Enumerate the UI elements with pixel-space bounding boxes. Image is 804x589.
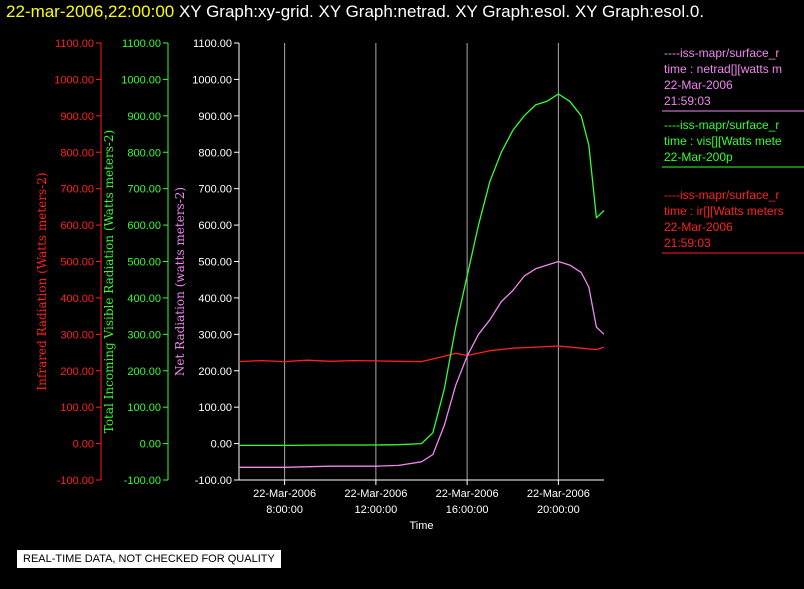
y-tick-label-vis-2: 100.00 [127, 402, 161, 414]
y-tick-label-netrad-12: 1100.00 [193, 38, 232, 50]
quality-disclaimer: REAL-TIME DATA, NOT CHECKED FOR QUALITY [17, 550, 281, 568]
series-line-vis [239, 93, 605, 447]
y-tick-label-vis-1: 0.00 [140, 439, 161, 451]
y-tick-label-netrad-9: 800.00 [198, 147, 232, 159]
y-tick-label-netrad-8: 700.00 [198, 184, 232, 196]
legend-netrad-line-1: time : netrad[][watts m [664, 62, 782, 76]
x-tick-time-0: 8:00:00 [266, 504, 303, 516]
legend-netrad-line-2: 22-Mar-2006 [664, 78, 733, 92]
y-tick-label-netrad-0: -100.00 [195, 475, 232, 487]
y-tick-label-netrad-11: 1000.00 [192, 74, 232, 86]
y-tick-label-netrad-6: 500.00 [198, 257, 232, 269]
y-tick-label-vis-11: 1000.00 [121, 74, 161, 86]
series-line-netrad [239, 260, 605, 468]
y-tick-label-vis-6: 500.00 [127, 257, 161, 269]
x-tick-date-0: 22-Mar-2006 [253, 488, 316, 500]
title-graph-list: XY Graph:xy-grid. XY Graph:netrad. XY Gr… [178, 2, 705, 21]
legend-ir-line-2: 22-Mar-2006 [664, 220, 733, 234]
y-tick-label-ir-6: 500.00 [60, 257, 94, 269]
y-tick-label-vis-8: 700.00 [127, 184, 161, 196]
y-tick-label-ir-3: 200.00 [60, 366, 94, 378]
x-tick-time-1: 12:00:00 [354, 504, 397, 516]
x-tick-time-3: 20:00:00 [537, 504, 580, 516]
legend-ir-line-1: time : ir[][Watts meters [664, 204, 784, 218]
y-tick-label-ir-4: 300.00 [60, 329, 94, 341]
legend-ir-line-3: 21:59:03 [664, 236, 711, 250]
legend-ir-line-0: ----iss-mapr/surface_r [664, 188, 779, 202]
legend-vis-line-2: 22-Mar-200p [664, 150, 733, 164]
y-axis-label-vis: Total Incoming Visible Radiation (Watts … [102, 130, 116, 434]
y-tick-label-netrad-2: 100.00 [198, 402, 232, 414]
y-tick-label-netrad-1: 0.00 [211, 439, 232, 451]
y-tick-label-vis-0: -100.00 [124, 475, 161, 487]
y-tick-label-netrad-10: 900.00 [198, 111, 232, 123]
y-tick-label-netrad-3: 200.00 [198, 366, 232, 378]
y-tick-label-vis-9: 800.00 [127, 147, 161, 159]
legend-netrad-line-0: ----iss-mapr/surface_r [664, 46, 779, 60]
y-tick-label-ir-12: 1100.00 [55, 38, 94, 50]
y-tick-label-netrad-5: 400.00 [198, 293, 232, 305]
y-tick-label-vis-12: 1100.00 [122, 38, 161, 50]
x-tick-date-3: 22-Mar-2006 [527, 488, 590, 500]
y-tick-label-ir-2: 100.00 [60, 402, 94, 414]
y-tick-label-vis-7: 600.00 [127, 220, 161, 232]
y-tick-label-ir-7: 600.00 [60, 220, 94, 232]
y-tick-label-ir-5: 400.00 [60, 293, 94, 305]
y-tick-label-ir-10: 900.00 [60, 111, 94, 123]
y-axis-label-netrad: Net Radiation (watts meters-2) [173, 187, 187, 376]
y-tick-label-ir-9: 800.00 [60, 147, 94, 159]
x-axis-label: Time [409, 520, 433, 532]
legend-netrad-line-3: 21:59:03 [664, 94, 711, 108]
y-tick-label-netrad-7: 600.00 [198, 220, 232, 232]
legend-vis-line-1: time : vis[][Watts mete [664, 134, 782, 148]
y-tick-label-netrad-4: 300.00 [198, 329, 232, 341]
x-tick-date-2: 22-Mar-2006 [436, 488, 499, 500]
y-tick-label-ir-1: 0.00 [73, 439, 94, 451]
y-tick-label-ir-8: 700.00 [60, 184, 94, 196]
y-axis-label-ir: Infrared Radiation (Watts meters-2) [35, 172, 49, 390]
y-tick-label-vis-3: 200.00 [127, 366, 161, 378]
title-bar: 22-mar-2006,22:00:00 XY Graph:xy-grid. X… [6, 2, 704, 22]
y-tick-label-ir-0: -100.00 [57, 475, 94, 487]
legend-vis-line-0: ----iss-mapr/surface_r [664, 118, 779, 132]
title-timestamp: 22-mar-2006,22:00:00 [6, 2, 175, 21]
y-tick-label-vis-5: 400.00 [127, 293, 161, 305]
x-tick-time-2: 16:00:00 [446, 504, 489, 516]
y-tick-label-vis-10: 900.00 [127, 111, 161, 123]
y-tick-label-ir-11: 1000.00 [54, 74, 94, 86]
y-tick-label-vis-4: 300.00 [127, 329, 161, 341]
series-line-ir [238, 345, 605, 363]
x-tick-date-1: 22-Mar-2006 [344, 488, 407, 500]
